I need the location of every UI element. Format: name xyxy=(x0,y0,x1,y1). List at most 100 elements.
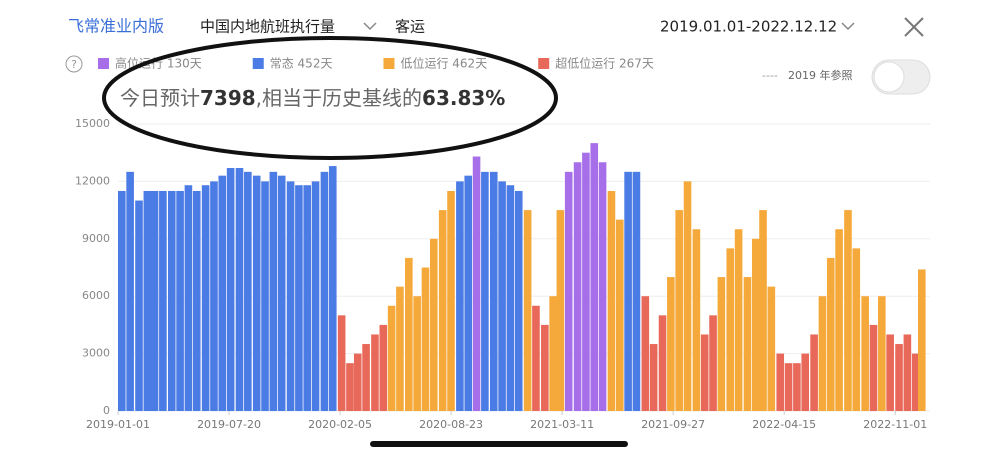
bar xyxy=(784,363,793,411)
bar xyxy=(226,168,235,411)
bar xyxy=(752,238,760,411)
bar xyxy=(556,210,565,411)
legend-swatch xyxy=(538,58,550,69)
reference-dash: ---- xyxy=(762,69,778,82)
bar xyxy=(607,190,616,411)
bar xyxy=(564,171,573,411)
bar xyxy=(159,190,167,411)
bar xyxy=(549,296,557,411)
home-indicator xyxy=(370,441,628,447)
bar xyxy=(303,185,312,411)
bar xyxy=(126,171,134,411)
bar xyxy=(430,238,438,411)
x-tick-label: 2021-03-11 xyxy=(530,418,594,431)
bar xyxy=(709,315,717,411)
help-icon[interactable] xyxy=(65,55,83,73)
bar xyxy=(573,162,582,411)
y-tick-label: 9000 xyxy=(82,232,110,245)
chevron[interactable] xyxy=(841,22,855,31)
bar xyxy=(362,344,370,411)
close-button[interactable] xyxy=(904,17,924,37)
bar xyxy=(793,363,801,411)
bar xyxy=(776,353,785,411)
bar xyxy=(886,334,894,411)
bar xyxy=(353,353,362,411)
help-text[interactable]: ? xyxy=(71,58,77,71)
bar xyxy=(541,324,549,411)
bar xyxy=(118,190,126,411)
legend-label: 常态 452天 xyxy=(270,57,333,71)
toggle-knob[interactable] xyxy=(873,61,905,93)
x-tick-label: 2022-04-15 xyxy=(752,418,816,431)
bar xyxy=(456,181,464,411)
bar xyxy=(489,171,498,411)
bar xyxy=(918,269,926,411)
bar xyxy=(523,210,532,411)
bar xyxy=(590,143,599,411)
bar xyxy=(447,190,455,411)
bar xyxy=(675,210,683,411)
metric-select[interactable]: 中国内地航班执行量 xyxy=(200,18,335,36)
x-tick-label: 2022-11-01 xyxy=(863,418,927,431)
bar xyxy=(167,190,176,411)
bar xyxy=(852,248,861,411)
bar xyxy=(759,210,767,411)
bar xyxy=(498,181,506,411)
reference-label: 2019 年参照 xyxy=(788,68,853,82)
x-tick-label: 2019-01-01 xyxy=(86,418,150,431)
bar xyxy=(615,219,624,411)
bar xyxy=(328,166,337,411)
legend-swatch xyxy=(98,58,109,69)
summary-middle: ,相当于历史基线的 xyxy=(256,86,422,110)
bar xyxy=(261,181,269,411)
bar xyxy=(337,315,346,411)
bar xyxy=(464,175,473,411)
x-tick-label: 2021-09-27 xyxy=(641,418,705,431)
date-range[interactable]: 2019.01.01-2022.12.12 xyxy=(660,18,837,36)
bar xyxy=(252,175,261,411)
bar xyxy=(835,229,843,411)
summary: 今日预计7398,相当于历史基线的63.83% xyxy=(120,86,505,110)
bar xyxy=(532,305,540,411)
bar xyxy=(192,190,201,411)
chevron[interactable] xyxy=(363,22,377,31)
bar xyxy=(286,181,295,411)
bar xyxy=(506,185,515,411)
annotation-ellipse xyxy=(102,36,558,160)
y-tick-label: 3000 xyxy=(82,347,110,360)
bar xyxy=(150,190,159,411)
bar xyxy=(649,344,658,411)
bar xyxy=(210,181,218,411)
bar xyxy=(184,185,193,411)
legend-swatch xyxy=(252,58,264,69)
bar xyxy=(244,171,252,411)
bar xyxy=(235,168,244,411)
bar xyxy=(624,171,632,411)
bar xyxy=(895,344,903,411)
bar xyxy=(641,296,650,411)
y-tick-label: 0 xyxy=(103,404,110,417)
bar xyxy=(421,267,430,411)
y-tick-label: 6000 xyxy=(82,289,110,302)
bar xyxy=(878,296,886,411)
bar xyxy=(632,171,641,411)
y-tick-label: 15000 xyxy=(75,117,110,130)
bar xyxy=(861,296,869,411)
legend-label: 超低位运行 267天 xyxy=(555,56,654,71)
summary-prefix: 今日预计 xyxy=(120,86,200,110)
bar xyxy=(311,181,320,411)
bar xyxy=(514,190,523,411)
mode-select[interactable]: 客运 xyxy=(395,18,425,36)
bar xyxy=(658,315,667,411)
bar xyxy=(598,162,607,411)
bar xyxy=(371,334,379,411)
legend-swatch xyxy=(383,58,395,69)
summary-today: 7398 xyxy=(200,86,256,110)
bar xyxy=(734,229,743,411)
bar xyxy=(176,190,184,411)
bar xyxy=(472,156,481,411)
bar xyxy=(277,175,286,411)
bar xyxy=(405,257,413,411)
brand[interactable]: 飞常准业内版 xyxy=(68,17,164,36)
